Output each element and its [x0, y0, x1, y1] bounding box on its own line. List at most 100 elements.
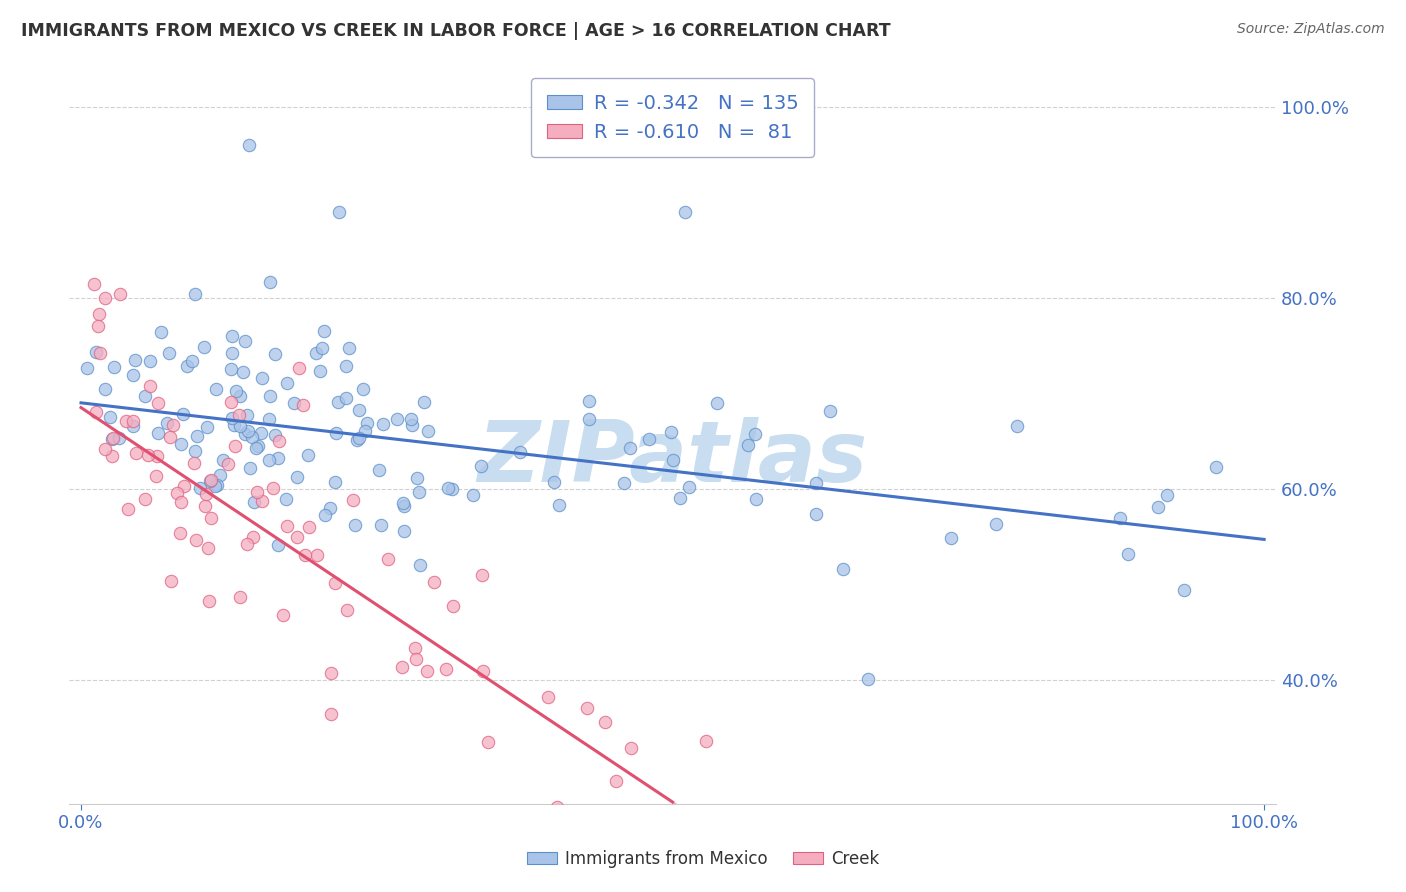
Point [195, 486, 218, 500]
Point [208, 467, 231, 482]
Point [250, 426, 273, 441]
Point [399, 412, 422, 426]
Point [371, 417, 394, 432]
Point [200, 473, 222, 487]
Point [804, 507, 827, 521]
Point [325, 425, 347, 440]
Point [323, 576, 346, 591]
Point [139, 354, 162, 368]
Point [200, 511, 222, 525]
Point [176, 359, 198, 374]
Point [157, 346, 180, 360]
Point [76, 361, 98, 376]
Text: ZIPatlas: ZIPatlas [478, 417, 868, 500]
Point [89, 307, 111, 321]
Point [197, 541, 219, 555]
Point [246, 485, 269, 500]
Point [136, 448, 159, 462]
Point [267, 450, 290, 465]
Point [1205, 460, 1227, 475]
Point [319, 665, 342, 680]
Point [145, 469, 167, 483]
Point [939, 531, 962, 545]
Point [401, 418, 423, 433]
Point [259, 412, 281, 426]
Point [377, 552, 399, 566]
Point [198, 594, 221, 608]
Point [321, 706, 343, 721]
Point [695, 733, 717, 747]
Point [745, 492, 768, 507]
Point [673, 204, 696, 219]
Point [262, 482, 284, 496]
Point [576, 701, 599, 715]
Point [638, 432, 661, 446]
Point [356, 417, 378, 431]
Point [271, 607, 294, 622]
Point [471, 568, 494, 582]
Point [678, 480, 700, 494]
Point [224, 418, 246, 433]
Point [276, 376, 298, 391]
Point [86, 319, 108, 334]
Point [285, 470, 308, 484]
Point [89, 345, 111, 359]
Point [169, 525, 191, 540]
Point [307, 549, 329, 563]
Point [233, 334, 256, 348]
Point [186, 533, 208, 548]
Point [267, 434, 290, 448]
Point [245, 441, 267, 455]
Point [84, 405, 107, 419]
Point [352, 382, 374, 396]
Point [225, 384, 247, 399]
Point [236, 425, 259, 439]
Point [212, 452, 235, 467]
Point [394, 499, 416, 513]
Point [546, 800, 568, 814]
Point [470, 458, 492, 473]
Point [236, 537, 259, 551]
Point [323, 475, 346, 489]
Point [229, 590, 252, 604]
Point [83, 277, 105, 291]
Point [124, 353, 146, 368]
Point [463, 488, 485, 502]
Point [335, 391, 357, 405]
Point [669, 491, 692, 505]
Point [436, 662, 458, 676]
Point [101, 431, 124, 445]
Point [101, 450, 124, 464]
Point [354, 424, 377, 438]
Point [250, 371, 273, 385]
Point [613, 475, 636, 490]
Point [228, 409, 250, 423]
Point [409, 558, 432, 572]
Point [578, 393, 600, 408]
Point [509, 445, 531, 459]
Point [172, 408, 194, 422]
Point [173, 479, 195, 493]
Point [221, 410, 243, 425]
Point [124, 445, 146, 459]
Point [205, 382, 228, 396]
Point [292, 398, 315, 412]
Point [259, 452, 281, 467]
Point [186, 429, 208, 443]
Point [94, 442, 117, 456]
Point [412, 395, 434, 409]
Point [543, 475, 565, 489]
Point [418, 425, 440, 439]
Point [221, 329, 243, 343]
Point [385, 412, 408, 426]
Point [319, 501, 342, 516]
Point [162, 418, 184, 433]
Point [146, 450, 169, 464]
Point [219, 361, 242, 376]
Point [267, 538, 290, 552]
Point [471, 664, 494, 678]
Point [283, 396, 305, 410]
Point [681, 863, 703, 878]
Point [103, 359, 125, 374]
Point [294, 549, 316, 563]
